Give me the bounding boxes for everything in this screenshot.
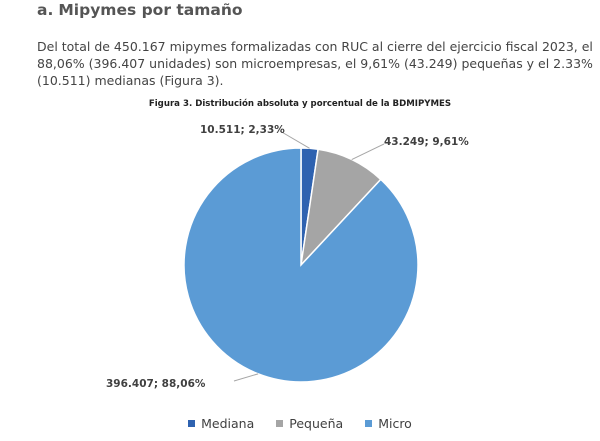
pie-slice-micro [183, 147, 419, 383]
section-heading: a. Mipymes por tamaño [37, 1, 243, 19]
legend-item-mediana: Mediana [188, 416, 254, 431]
paragraph-line-2: 88,06% (396.407 unidades) son microempre… [37, 56, 593, 71]
section-title: Mipymes por tamaño [58, 1, 243, 19]
intro-paragraph: Del total de 450.167 mipymes formalizada… [37, 38, 593, 89]
chart-legend: Mediana Pequeña Micro [0, 416, 600, 431]
data-label-micro: 396.407; 88,06% [106, 378, 206, 390]
legend-swatch-mediana [188, 420, 196, 427]
leader-line-3 [233, 373, 259, 382]
figure-title: Figura 3. Distribución absoluta y porcen… [148, 99, 452, 109]
legend-swatch-pequena [276, 420, 284, 427]
legend-item-micro: Micro [365, 416, 412, 431]
data-label-pequena: 43.249; 9,61% [384, 136, 469, 148]
leader-line-2 [351, 143, 385, 161]
paragraph-line-3: (10.511) medianas (Figura 3). [37, 73, 224, 88]
legend-item-pequena: Pequeña [276, 416, 343, 431]
legend-label-pequena: Pequeña [289, 416, 344, 431]
legend-label-micro: Micro [378, 416, 412, 431]
paragraph-line-1: Del total de 450.167 mipymes formalizada… [37, 39, 593, 54]
section-number: a. [37, 1, 54, 19]
leader-line-1 [279, 130, 310, 149]
legend-swatch-micro [365, 420, 373, 427]
legend-label-mediana: Mediana [201, 416, 255, 431]
data-label-mediana: 10.511; 2,33% [200, 124, 285, 136]
